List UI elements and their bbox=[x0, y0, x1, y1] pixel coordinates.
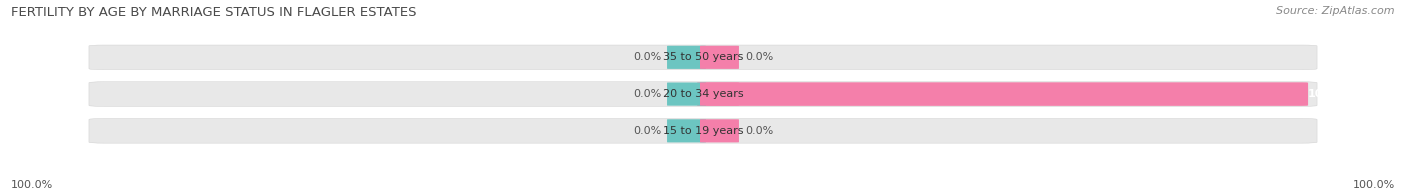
Text: 0.0%: 0.0% bbox=[633, 126, 661, 136]
Text: FERTILITY BY AGE BY MARRIAGE STATUS IN FLAGLER ESTATES: FERTILITY BY AGE BY MARRIAGE STATUS IN F… bbox=[11, 6, 416, 19]
Text: 100.0%: 100.0% bbox=[11, 180, 53, 190]
FancyBboxPatch shape bbox=[89, 119, 1317, 143]
FancyBboxPatch shape bbox=[666, 119, 706, 142]
Text: 15 to 19 years: 15 to 19 years bbox=[662, 126, 744, 136]
FancyBboxPatch shape bbox=[697, 82, 1308, 106]
Text: 20 to 34 years: 20 to 34 years bbox=[662, 89, 744, 99]
FancyBboxPatch shape bbox=[89, 45, 1317, 70]
FancyBboxPatch shape bbox=[666, 83, 706, 106]
Text: 100.0%: 100.0% bbox=[1353, 180, 1395, 190]
Text: 0.0%: 0.0% bbox=[745, 52, 773, 62]
Text: 0.0%: 0.0% bbox=[745, 126, 773, 136]
FancyBboxPatch shape bbox=[700, 46, 740, 69]
Text: 100.0%: 100.0% bbox=[1308, 89, 1354, 99]
FancyBboxPatch shape bbox=[700, 83, 740, 106]
Text: 35 to 50 years: 35 to 50 years bbox=[662, 52, 744, 62]
FancyBboxPatch shape bbox=[666, 46, 706, 69]
FancyBboxPatch shape bbox=[89, 82, 1317, 106]
FancyBboxPatch shape bbox=[700, 119, 740, 142]
Text: Source: ZipAtlas.com: Source: ZipAtlas.com bbox=[1277, 6, 1395, 16]
Text: 0.0%: 0.0% bbox=[633, 52, 661, 62]
Text: 0.0%: 0.0% bbox=[633, 89, 661, 99]
